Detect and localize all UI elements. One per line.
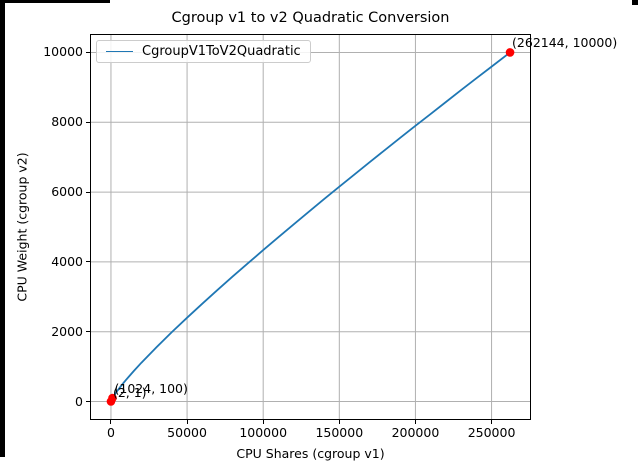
y-axis-label: CPU Weight (cgroup v2) [14, 152, 30, 302]
x-axis-label: CPU Shares (cgroup v1) [236, 446, 385, 461]
y-tick-label: 8000 [51, 114, 83, 130]
data-point-marker [108, 393, 117, 403]
x-tick-label: 50000 [167, 425, 207, 440]
y-tick-label: 2000 [51, 323, 83, 339]
annotation: (1024, 100) [114, 381, 188, 397]
y-tick-label: 6000 [51, 184, 83, 200]
y-tick-mark [86, 261, 90, 263]
y-tick-label: 4000 [51, 253, 83, 269]
x-tick-mark [110, 420, 112, 424]
data-line [110, 51, 511, 403]
legend: CgroupV1ToV2Quadratic [96, 40, 311, 63]
x-tick-label: 100000 [239, 425, 288, 440]
x-tick-label: 250000 [467, 425, 516, 440]
x-tick-mark [414, 420, 416, 424]
y-tick-label: 0 [75, 393, 83, 409]
x-tick-label: 150000 [315, 425, 364, 440]
window-border-top [0, 0, 110, 3]
annotation: (2, 1) [112, 384, 147, 400]
plot-title: Cgroup v1 to v2 Quadratic Conversion [171, 10, 450, 26]
x-tick-mark [338, 420, 340, 424]
legend-line-sample [106, 51, 133, 52]
x-tick-mark [491, 420, 493, 424]
x-tick-label: 200000 [391, 425, 440, 440]
y-tick-mark [86, 191, 90, 193]
y-tick-mark [86, 331, 90, 333]
legend-label: CgroupV1ToV2Quadratic [142, 44, 301, 59]
axes: CgroupV1ToV2Quadratic [90, 34, 531, 420]
y-tick-mark [86, 121, 90, 123]
window-border-left [0, 0, 5, 457]
plot-canvas [91, 35, 530, 419]
x-tick-mark [262, 420, 264, 424]
y-tick-mark [86, 51, 90, 53]
x-tick-mark [186, 420, 188, 424]
window-border-corner [632, 0, 638, 5]
y-tick-label: 10000 [43, 44, 83, 60]
x-tick-label: 0 [106, 425, 115, 440]
y-tick-mark [86, 401, 90, 403]
annotation: (262144, 10000) [512, 35, 618, 51]
data-point-marker [505, 48, 515, 57]
